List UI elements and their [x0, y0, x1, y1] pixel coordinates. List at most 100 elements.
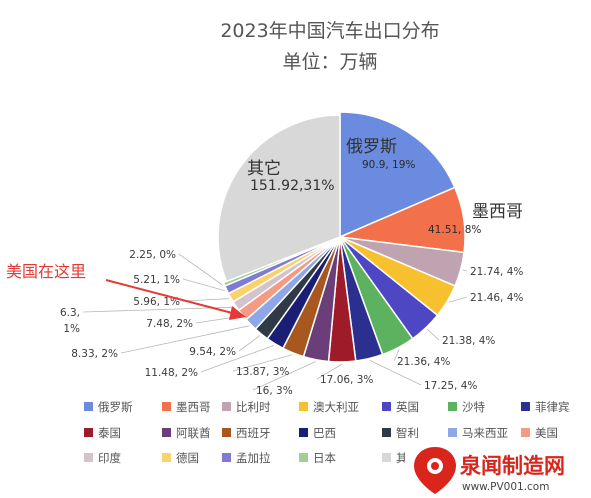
data-label-11: 11.48, 2%: [145, 367, 198, 379]
legend-swatch-9: [162, 428, 171, 437]
watermark: 泉闻制造网 www.PV001.com: [405, 438, 591, 498]
leader-line-15: [82, 306, 235, 313]
annotation-arrowhead: [229, 306, 246, 320]
legend-label-8: 泰国: [98, 426, 121, 440]
legend-label-18: 日本: [313, 451, 336, 465]
legend-label-11: 巴西: [313, 426, 336, 440]
legend-label-3: 比利时: [236, 400, 271, 414]
leader-line-9: [252, 361, 316, 391]
legend-swatch-16: [162, 453, 171, 462]
chart-subtitle: 单位：万辆: [282, 51, 377, 73]
slice-name-mexico: 墨西哥: [472, 202, 523, 222]
legend-swatch-10: [222, 428, 231, 437]
data-label-3: 21.74, 4%: [470, 266, 523, 278]
slice-name-russia: 俄罗斯: [346, 137, 397, 157]
data-label-9: 16, 3%: [256, 385, 293, 397]
pie-slice-1: [339, 111, 456, 239]
legend-item-13: 马来西亚: [448, 426, 508, 440]
leader-line-17: [182, 278, 225, 291]
data-label-2: 41.51, 8%: [428, 224, 481, 236]
data-labels: 90.9, 19% 41.51, 8% 21.74, 4% 21.46, 4% 21.3…: [60, 159, 523, 397]
legend-swatch-14: [521, 428, 530, 437]
legend-item-7: 菲律宾: [521, 400, 570, 414]
data-label-1: 90.9, 19%: [362, 159, 415, 171]
legend-swatch-19: [382, 453, 391, 462]
data-label-6: 21.36, 4%: [397, 356, 450, 368]
annotation-arrow-line: [105, 279, 237, 315]
pie-slice-18: [222, 236, 341, 287]
legend-swatch-1: [84, 402, 93, 411]
legend-item-16: 德国: [162, 451, 199, 465]
legend-item-6: 沙特: [448, 400, 485, 414]
legend-item-14: 美国: [521, 426, 558, 440]
data-label-14: 7.48, 2%: [146, 318, 193, 330]
leader-line-10: [232, 354, 293, 372]
leader-line-6: [393, 349, 400, 362]
watermark-logo-icon: [414, 447, 456, 494]
leader-line-8: [316, 363, 343, 380]
data-label-12: 9.54, 2%: [189, 346, 236, 358]
data-label-13: 8.33, 2%: [71, 348, 118, 360]
leader-line-11: [200, 345, 275, 373]
leader-line-18: [178, 253, 223, 286]
legend-label-5: 英国: [396, 400, 419, 414]
legend-label-2: 墨西哥: [176, 400, 211, 414]
leader-line-3: [462, 269, 468, 272]
data-label-16: 5.96, 1%: [133, 296, 180, 308]
annotation: 美国在这里: [6, 262, 246, 320]
watermark-brand: 泉闻制造网: [460, 454, 565, 478]
legend-label-16: 德国: [176, 451, 199, 465]
legend-item-2: 墨西哥: [162, 400, 211, 414]
legend-swatch-18: [299, 453, 308, 462]
pie-slice-19: [217, 114, 341, 283]
leader-lines: [82, 253, 468, 391]
legend-item-17: 孟加拉: [222, 451, 271, 465]
legend-item-11: 巴西: [299, 426, 336, 440]
legend-swatch-11: [299, 428, 308, 437]
data-label-15: 6.3, 1%: [60, 307, 80, 335]
legend-swatch-6: [448, 402, 457, 411]
legend-swatch-3: [222, 402, 231, 411]
legend-label-7: 菲律宾: [535, 400, 570, 414]
leader-line-12: [238, 335, 261, 352]
legend-swatch-4: [299, 402, 308, 411]
legend-item-3: 比利时: [222, 400, 271, 414]
legend-item-12: 智利: [382, 426, 419, 440]
legend-label-4: 澳大利亚: [313, 400, 359, 414]
legend-item-5: 英国: [382, 400, 419, 414]
data-label-18: 2.25, 0%: [129, 249, 176, 261]
legend-item-4: 澳大利亚: [299, 400, 359, 414]
legend-item-15: 印度: [84, 451, 121, 465]
legend-item-18: 日本: [299, 451, 336, 465]
pie-slices: [217, 111, 466, 363]
leader-line-5: [427, 329, 440, 341]
legend-swatch-5: [382, 402, 391, 411]
watermark-url: www.PV001.com: [462, 481, 549, 493]
legend-swatch-15: [84, 453, 93, 462]
data-label-19: 151.92,31%: [250, 178, 335, 194]
legend-swatch-8: [84, 428, 93, 437]
annotation-text: 美国在这里: [6, 262, 86, 281]
leader-line-16: [182, 298, 230, 302]
legend-label-1: 俄罗斯: [98, 400, 133, 414]
legend-item-10: 西班牙: [222, 426, 271, 440]
legend-swatch-7: [521, 402, 530, 411]
legend-label-12: 智利: [396, 426, 419, 440]
legend-swatch-17: [222, 453, 231, 462]
data-label-7: 17.25, 4%: [424, 380, 477, 392]
legend-swatch-13: [448, 428, 457, 437]
leader-line-13: [120, 325, 250, 354]
legend-label-17: 孟加拉: [236, 451, 271, 465]
data-label-10: 13.87, 3%: [236, 366, 289, 378]
legend-label-6: 沙特: [462, 400, 485, 414]
slice-name-others: 其它: [247, 159, 281, 179]
legend-item-9: 阿联酋: [162, 426, 211, 440]
legend-item-1: 俄罗斯: [84, 400, 133, 414]
data-label-17: 5.21, 1%: [133, 274, 180, 286]
leader-line-7: [369, 360, 422, 386]
data-label-8: 17.06, 3%: [320, 374, 373, 386]
legend-label-10: 西班牙: [236, 426, 271, 440]
data-label-5: 21.38, 4%: [442, 335, 495, 347]
legend-label-13: 马来西亚: [462, 426, 508, 440]
